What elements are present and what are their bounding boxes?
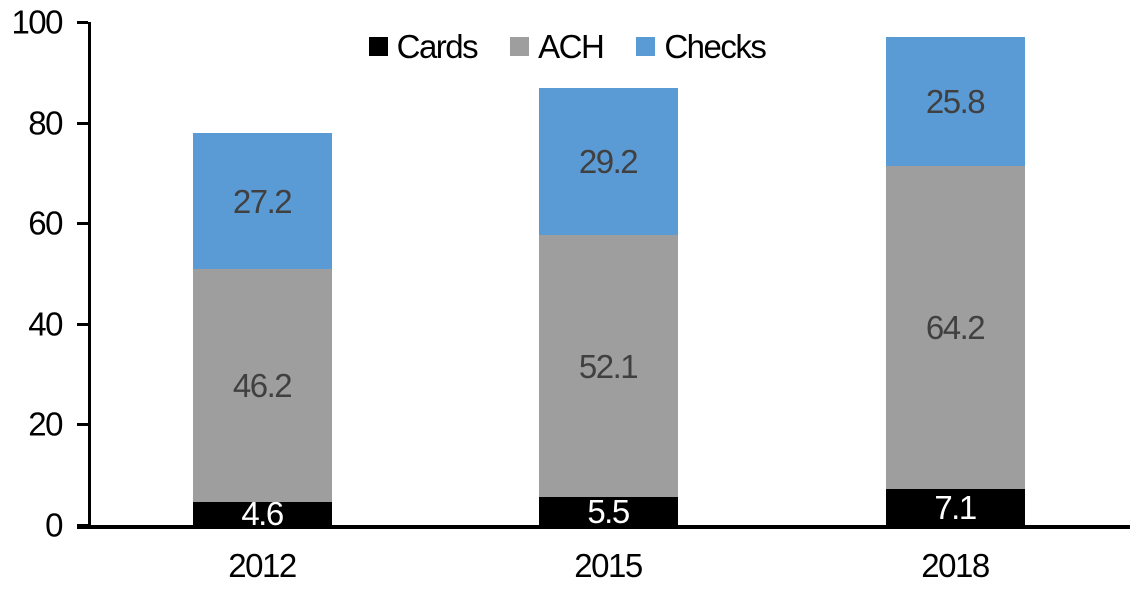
bar-segment-cards-2015: 5.5	[538, 492, 678, 530]
legend-item-ach: ACH	[510, 28, 605, 65]
y-axis-tick	[77, 423, 88, 427]
legend-item-cards: Cards	[368, 28, 479, 65]
x-tick-label-2012: 2012	[228, 547, 297, 584]
y-tick-label: 60	[28, 204, 63, 242]
data-label-cards-2015: 5.5	[587, 492, 630, 530]
data-label-checks-2018: 25.8	[925, 82, 986, 120]
data-label-ach-2015: 52.1	[578, 347, 639, 385]
bar-segment-checks-2018: 25.8	[885, 36, 1025, 167]
bar-segment-cards-2018: 7.1	[885, 488, 1025, 526]
y-tick-label: 100	[11, 3, 63, 41]
data-label-ach-2012: 46.2	[232, 367, 293, 405]
bar-segment-ach-2015: 52.1	[538, 235, 678, 498]
y-tick-label: 40	[28, 305, 63, 343]
y-axis-tick	[77, 222, 88, 226]
y-axis-tick	[77, 322, 88, 326]
legend-label-ach: ACH	[538, 28, 605, 65]
data-label-checks-2012: 27.2	[232, 182, 293, 220]
bar-segment-cards-2012: 4.6	[192, 497, 332, 530]
legend-swatch-checks-icon	[636, 37, 656, 56]
y-tick-label: 0	[45, 506, 63, 544]
bar-segment-ach-2018: 64.2	[885, 166, 1025, 490]
bar-segment-checks-2015: 29.2	[538, 88, 678, 236]
data-label-ach-2018: 64.2	[925, 309, 986, 347]
y-tick-label: 20	[28, 405, 63, 443]
x-axis-line	[77, 525, 1130, 529]
y-axis-line	[88, 22, 91, 528]
legend: Cards ACH Checks	[0, 30, 1134, 63]
y-axis-tick	[77, 121, 88, 125]
y-tick-label: 80	[28, 104, 63, 142]
y-axis-tick	[77, 524, 88, 527]
legend-swatch-cards-icon	[368, 37, 388, 56]
legend-item-checks: Checks	[636, 28, 767, 65]
data-label-cards-2012: 4.6	[241, 494, 284, 532]
y-axis-tick	[77, 21, 88, 24]
legend-label-cards: Cards	[396, 28, 479, 65]
bar-segment-checks-2012: 27.2	[192, 132, 332, 270]
data-label-cards-2018: 7.1	[934, 488, 977, 526]
data-label-checks-2015: 29.2	[578, 143, 639, 181]
x-tick-label-2015: 2015	[574, 547, 643, 584]
x-tick-label-2018: 2018	[921, 547, 990, 584]
legend-label-checks: Checks	[664, 28, 767, 65]
legend-swatch-ach-icon	[510, 37, 530, 56]
bar-segment-ach-2012: 46.2	[192, 269, 332, 502]
